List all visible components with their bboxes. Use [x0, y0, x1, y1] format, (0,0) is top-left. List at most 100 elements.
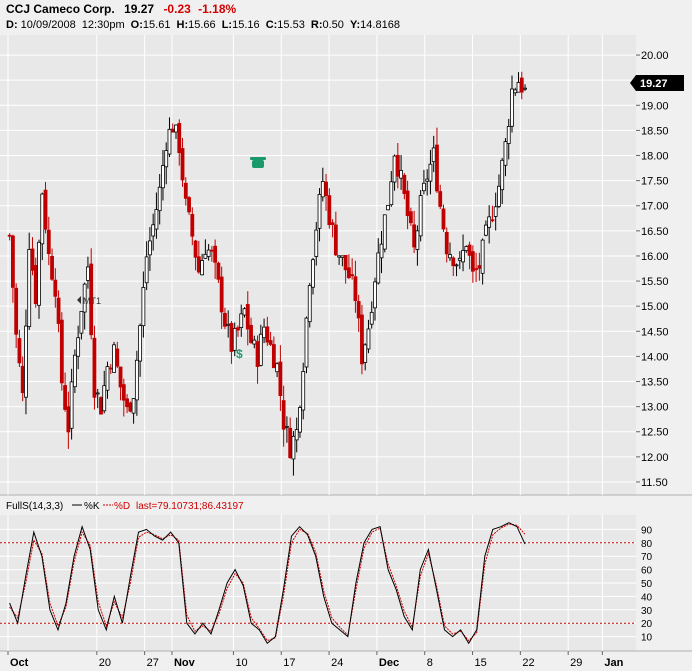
candle-body	[190, 213, 195, 237]
date-tick-label: 10	[235, 657, 247, 669]
candle-body	[271, 344, 276, 369]
candle-body	[379, 243, 384, 259]
oscillator-tick-label: 50	[641, 579, 653, 590]
candle-body	[343, 254, 348, 271]
candle-body	[14, 287, 19, 335]
candle-body	[125, 398, 129, 408]
candle-body	[255, 341, 260, 367]
range-value: 0.50	[322, 19, 344, 31]
candle-body	[161, 165, 165, 189]
candle-body	[249, 324, 253, 343]
candle-body	[444, 231, 449, 255]
date-tick-label: Oct	[10, 657, 29, 669]
date-value: 10/09/2008	[20, 19, 76, 31]
candle-body	[402, 174, 407, 194]
candle-body	[382, 214, 387, 250]
price-tick-label: 17.50	[641, 176, 669, 188]
candle-body	[213, 245, 218, 263]
price-tick-label: 14.00	[641, 351, 669, 363]
candle-body	[258, 333, 263, 366]
candle-body	[242, 308, 247, 316]
d-legend-label: %D	[114, 501, 130, 512]
close-label: C:	[265, 19, 278, 31]
candle-body	[301, 371, 306, 411]
candle-body	[425, 178, 430, 182]
oscillator-tick-label: 60	[641, 566, 653, 577]
symbol: CCJ	[6, 2, 31, 16]
last-price-badge: 19.27	[630, 75, 684, 91]
candle-body	[223, 313, 227, 327]
candle-body	[95, 392, 100, 395]
candle-body	[408, 211, 413, 224]
candle-body	[441, 208, 446, 230]
candle-body	[183, 182, 188, 199]
candle-body	[239, 313, 244, 328]
candle-body	[399, 170, 403, 179]
candle-body	[187, 197, 191, 213]
candle-body	[236, 327, 240, 331]
candle-body	[72, 354, 77, 388]
candle-body	[33, 265, 38, 304]
candle-body	[63, 385, 67, 410]
mt-marker-label: MT1	[83, 296, 101, 306]
oscillator-tick-label: 70	[641, 552, 653, 563]
candle-body	[493, 206, 498, 217]
candle-body	[46, 229, 51, 255]
candle-body	[461, 250, 465, 263]
candle-body	[490, 219, 495, 222]
candle-body	[56, 297, 61, 324]
candle-body	[148, 240, 152, 256]
date-tick-label: Nov	[174, 657, 196, 669]
candle-body	[317, 193, 322, 229]
candle-body	[89, 263, 94, 336]
candle-body	[275, 363, 280, 373]
price-tick-label: 13.50	[641, 377, 669, 389]
price-change: -0.23	[163, 2, 191, 16]
candle-body	[307, 285, 312, 323]
oscillator-tick-label: 40	[641, 592, 653, 603]
d-line	[9, 523, 526, 642]
date-tick-label: Jan	[604, 657, 623, 669]
price-tick-label: 12.50	[641, 427, 669, 439]
candle-body	[523, 87, 527, 90]
candle-body	[245, 304, 250, 330]
candle-body	[174, 124, 178, 133]
candle-body	[477, 265, 482, 269]
price-tick-label: 20.00	[641, 50, 669, 62]
candle-body	[330, 222, 335, 225]
candle-body	[311, 259, 315, 288]
candle-body	[69, 381, 74, 429]
candle-body	[20, 365, 25, 394]
candle-body	[121, 384, 126, 401]
candle-body	[435, 144, 439, 192]
candle-body	[487, 216, 492, 228]
candle-body	[144, 256, 149, 284]
candle-body	[138, 325, 143, 362]
candle-body	[366, 328, 371, 350]
candle-body	[337, 255, 342, 258]
oscillator-axis: 10 20 30 40 50 60 70 80 90	[641, 525, 653, 643]
candle-body	[50, 256, 54, 280]
price-tick-label: 18.00	[641, 151, 669, 163]
candle-body	[395, 155, 400, 177]
oscillator-tick-label: 10	[641, 633, 653, 644]
candle-body	[59, 319, 64, 384]
candle-body	[66, 406, 71, 433]
last-price-badge-text: 19.27	[640, 78, 668, 90]
candle-body	[389, 181, 394, 206]
candle-body	[151, 224, 156, 237]
ohlc-readout: D: 10/09/2008 12:30pm O:15.61 H:15.66 L:…	[6, 19, 400, 31]
low-value: 15.16	[232, 19, 260, 31]
range-label: R:	[310, 19, 323, 31]
candle-body	[177, 123, 182, 154]
candle-body	[82, 283, 87, 313]
candle-body	[206, 249, 211, 257]
candle-body	[281, 400, 286, 430]
phone-icon	[250, 157, 266, 168]
candle-body	[503, 141, 508, 166]
candle-body	[118, 366, 123, 388]
date-tick-label: 24	[331, 657, 343, 669]
candle-body	[412, 224, 417, 248]
oscillator-tick-label: 90	[641, 525, 653, 536]
